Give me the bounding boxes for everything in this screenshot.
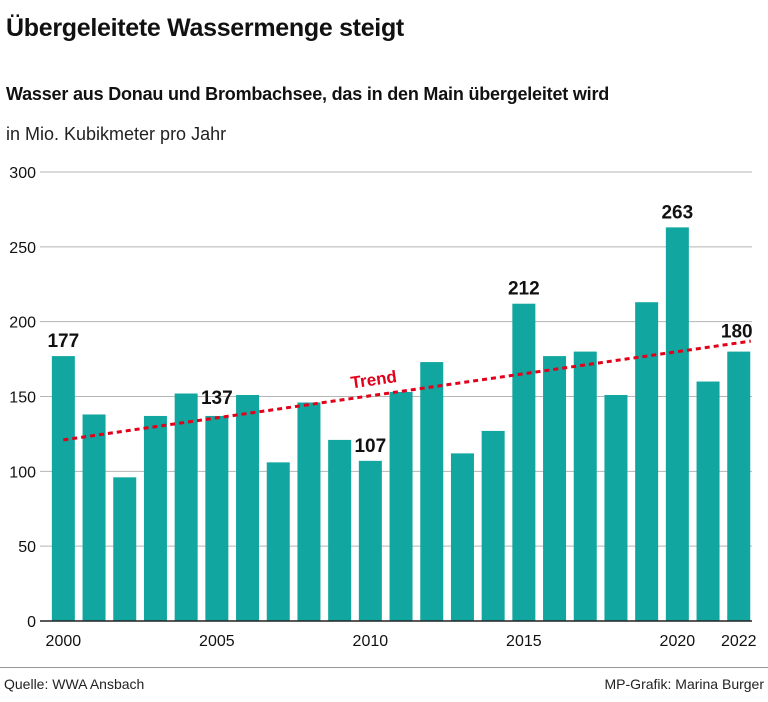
bar-2007: [266, 462, 290, 621]
y-tick-label: 100: [9, 464, 36, 481]
bar-2020: [665, 227, 689, 622]
bar-2018: [604, 395, 628, 621]
bar-2008: [297, 402, 321, 621]
bar-2004: [174, 393, 198, 621]
value-label-2010: 107: [354, 436, 386, 457]
source-note: Quelle: WWA Ansbach: [4, 676, 145, 692]
bar-2002: [113, 477, 137, 621]
bar-2010: [358, 460, 382, 621]
x-tick-label: 2000: [46, 633, 82, 650]
x-tick-label: 2015: [506, 633, 542, 650]
value-label-2000: 177: [47, 331, 79, 352]
bar-2011: [389, 392, 413, 621]
y-tick-label: 200: [9, 315, 36, 332]
value-label-2005: 137: [201, 388, 233, 409]
bar-2015: [512, 303, 536, 621]
x-tick-label: 2010: [353, 633, 389, 650]
y-tick-label: 250: [9, 240, 36, 257]
bar-2021: [696, 381, 720, 621]
value-label-2022: 180: [721, 322, 753, 343]
bar-2019: [635, 302, 659, 621]
x-tick-label: 2022: [721, 633, 757, 650]
chart-title: Übergeleitete Wassermenge steigt: [6, 14, 404, 42]
bar-2014: [481, 430, 505, 621]
bar-2013: [450, 453, 474, 621]
trend-line: [63, 339, 751, 442]
bar-2016: [543, 356, 567, 621]
y-tick-label: 50: [18, 539, 36, 556]
credit-note: MP-Grafik: Marina Burger: [604, 676, 764, 692]
bar-2003: [143, 415, 167, 621]
trend-label: Trend: [349, 367, 398, 392]
bar-2012: [420, 362, 444, 621]
bar-2009: [328, 439, 352, 621]
x-tick-label: 2020: [660, 633, 696, 650]
x-tick-label: 2005: [199, 633, 235, 650]
unit-label: in Mio. Kubikmeter pro Jahr: [6, 124, 227, 144]
bar-2022: [727, 351, 751, 621]
y-tick-label: 0: [27, 614, 36, 631]
value-label-2020: 263: [661, 202, 693, 223]
value-label-2015: 212: [508, 279, 540, 300]
bar-2005: [205, 415, 229, 621]
bar-2006: [236, 395, 260, 621]
bar-2000: [51, 356, 75, 621]
bar-2001: [82, 414, 106, 621]
y-tick-label: 150: [9, 390, 36, 407]
chart-subtitle: Wasser aus Donau und Brombachsee, das in…: [6, 84, 610, 104]
y-tick-label: 300: [9, 165, 36, 182]
bar-2017: [573, 351, 597, 621]
footer-divider: [0, 667, 768, 668]
